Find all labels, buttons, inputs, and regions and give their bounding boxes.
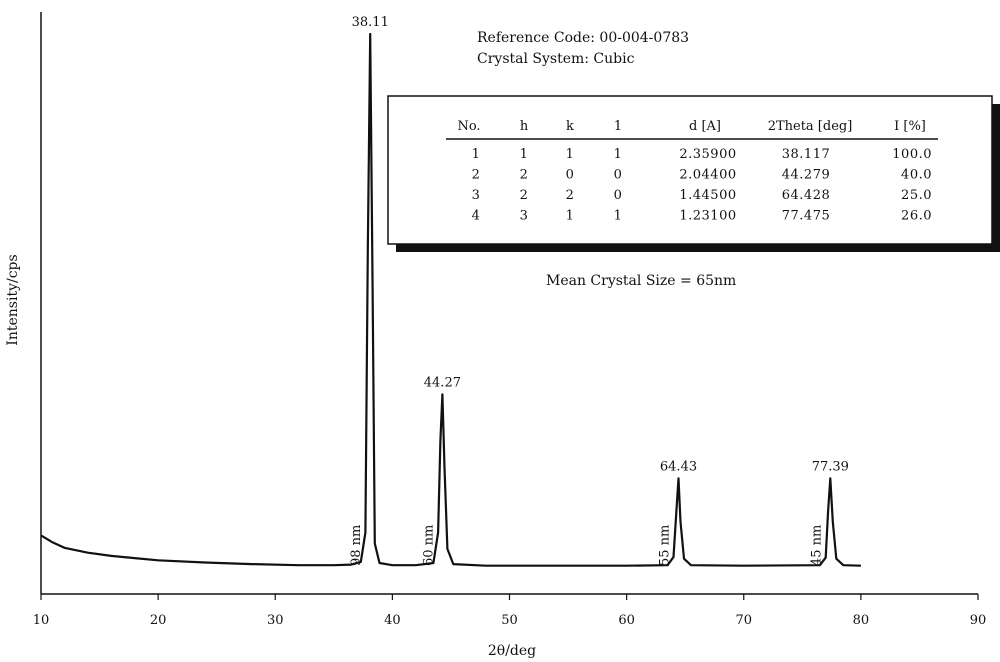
table-cell: 2 — [520, 188, 529, 203]
x-tick-label: 30 — [267, 613, 284, 628]
crystallite-size-label: 55 nm — [658, 525, 673, 566]
x-tick-label: 20 — [150, 613, 167, 628]
table-cell: 1 — [472, 147, 481, 162]
table-header-cell: 1 — [614, 119, 622, 134]
x-axis-ticks: 10 20 30 40 50 60 70 80 90 — [33, 594, 987, 628]
table-cell: 100.0 — [892, 147, 932, 162]
table-cell: 40.0 — [901, 168, 932, 183]
table-cell: 2 — [566, 188, 575, 203]
table-header-cell: k — [566, 119, 574, 134]
crystallite-size-label: 45 nm — [809, 525, 824, 566]
table-cell: 0 — [566, 168, 575, 183]
table-cell: 44.279 — [782, 168, 831, 183]
table-header-cell: h — [520, 119, 529, 134]
table-header-cell: 2Theta [deg] — [768, 119, 853, 134]
table-cell: 25.0 — [901, 188, 932, 203]
table-cell: 0 — [614, 188, 623, 203]
peak-position-label: 38.11 — [352, 15, 389, 30]
table-cell: 2 — [472, 168, 481, 183]
peak-position-label: 44.27 — [424, 375, 461, 390]
table-cell: 2 — [520, 168, 529, 183]
crystallite-size-label: 98 nm — [349, 525, 364, 566]
table-cell: 1.23100 — [679, 209, 736, 224]
table-cell: 3 — [520, 209, 529, 224]
table-header-cell: No. — [457, 119, 480, 134]
table-cell: 38.117 — [782, 147, 831, 162]
peak-position-label: 77.39 — [812, 459, 849, 474]
x-tick-label: 70 — [735, 613, 752, 628]
table-shadow-side — [992, 104, 1000, 252]
crystallite-size-label: 60 nm — [421, 525, 436, 566]
x-tick-label: 10 — [33, 613, 50, 628]
peak-position-label: 64.43 — [660, 459, 697, 474]
table-cell: 1 — [566, 209, 575, 224]
table-shadow — [396, 244, 1000, 252]
peak-labels: 38.11 98 nm 44.27 60 nm 64.43 55 nm 77.39 45 nm — [349, 15, 849, 566]
mean-crystal-size: Mean Crystal Size = 65nm — [546, 273, 736, 289]
diffraction-pattern-line — [40, 32, 861, 567]
table-cell: 1 — [520, 147, 529, 162]
crystal-system: Crystal System: Cubic — [477, 51, 635, 67]
table-cell: 2.35900 — [679, 147, 736, 162]
table-cell: 2.04400 — [679, 168, 736, 183]
series-layer — [40, 32, 861, 567]
table-header-cell: d [A] — [689, 119, 721, 134]
table-cell: 26.0 — [901, 209, 932, 224]
table-header-cell: I [%] — [894, 119, 926, 134]
table-cell: 0 — [614, 168, 623, 183]
table-cell: 3 — [472, 188, 481, 203]
x-tick-label: 60 — [618, 613, 635, 628]
x-axis-title: 2θ/deg — [488, 643, 536, 659]
x-tick-label: 90 — [970, 613, 987, 628]
table-cell: 1 — [614, 209, 623, 224]
table-cell: 64.428 — [782, 188, 831, 203]
reference-table: No. h k 1 d [A] 2Theta [deg] I [%] 1 1 1 1 2.35900 3… — [457, 119, 932, 224]
table-cell: 1 — [614, 147, 623, 162]
x-tick-label: 80 — [853, 613, 870, 628]
table-cell: 4 — [472, 209, 481, 224]
x-tick-label: 40 — [384, 613, 401, 628]
table-cell: 77.475 — [782, 209, 831, 224]
y-axis-title: Intensity/cps — [5, 254, 21, 345]
x-tick-label: 50 — [501, 613, 518, 628]
reference-table-box — [387, 95, 993, 245]
table-cell: 1 — [566, 147, 575, 162]
table-cell: 1.44500 — [679, 188, 736, 203]
reference-code: Reference Code: 00-004-0783 — [477, 30, 689, 46]
